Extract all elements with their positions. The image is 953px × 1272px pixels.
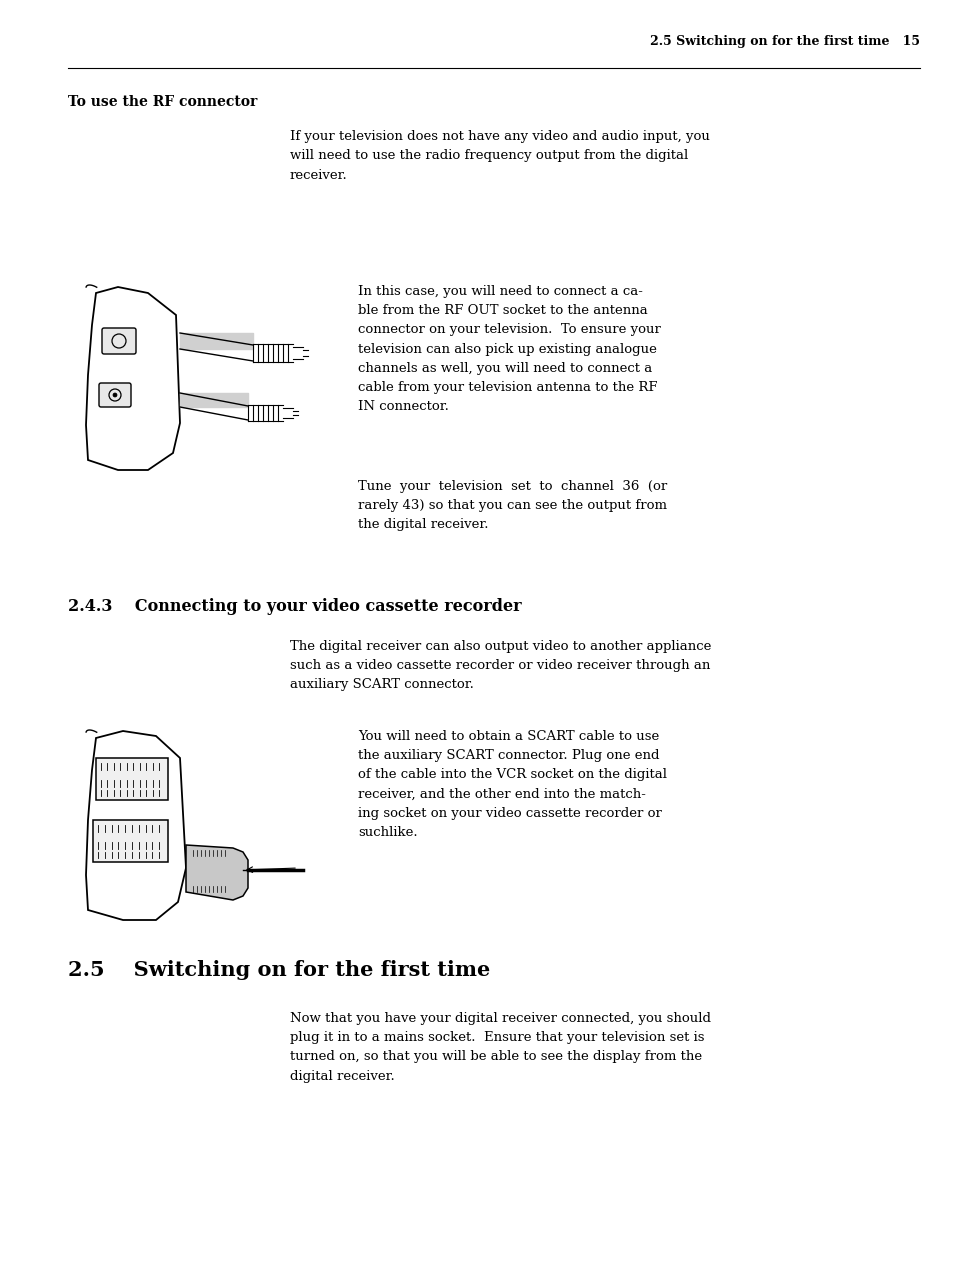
Text: In this case, you will need to connect a ca-
ble from the RF OUT socket to the a: In this case, you will need to connect a… (357, 285, 660, 413)
Circle shape (112, 393, 117, 397)
Text: The digital receiver can also output video to another appliance
such as a video : The digital receiver can also output vid… (290, 640, 711, 692)
Bar (92, 820, 168, 862)
Text: If your television does not have any video and audio input, you
will need to use: If your television does not have any vid… (290, 130, 709, 182)
FancyBboxPatch shape (99, 383, 131, 407)
Text: You will need to obtain a SCART cable to use
the auxiliary SCART connector. Plug: You will need to obtain a SCART cable to… (357, 730, 666, 840)
Text: 2.5    Switching on for the first time: 2.5 Switching on for the first time (68, 960, 490, 979)
FancyBboxPatch shape (102, 328, 136, 354)
Text: Now that you have your digital receiver connected, you should
plug it in to a ma: Now that you have your digital receiver … (290, 1013, 710, 1082)
Text: 2.5 Switching on for the first time   15: 2.5 Switching on for the first time 15 (649, 36, 919, 48)
Text: To use the RF connector: To use the RF connector (68, 95, 257, 109)
Text: Tune  your  television  set  to  channel  36  (or
rarely 43) so that you can see: Tune your television set to channel 36 (… (357, 480, 666, 532)
Text: 2.4.3    Connecting to your video cassette recorder: 2.4.3 Connecting to your video cassette … (68, 598, 521, 614)
Bar (96, 758, 168, 800)
Polygon shape (186, 845, 248, 901)
